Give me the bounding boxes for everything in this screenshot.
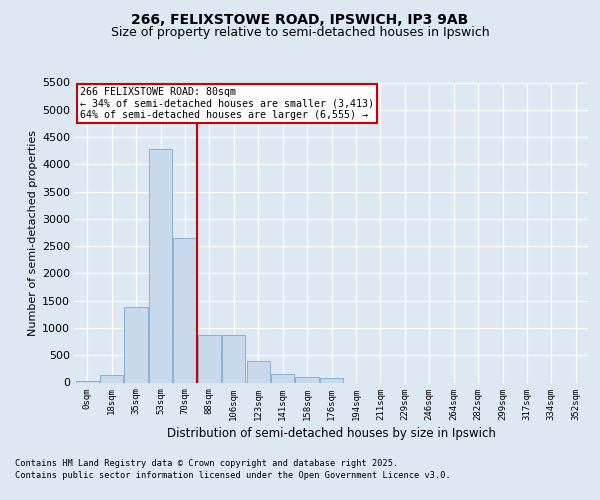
Text: 266, FELIXSTOWE ROAD, IPSWICH, IP3 9AB: 266, FELIXSTOWE ROAD, IPSWICH, IP3 9AB — [131, 13, 469, 27]
Text: Contains public sector information licensed under the Open Government Licence v3: Contains public sector information licen… — [15, 472, 451, 480]
Bar — [271, 374, 294, 382]
Bar — [124, 307, 148, 382]
Text: Contains HM Land Registry data © Crown copyright and database right 2025.: Contains HM Land Registry data © Crown c… — [15, 460, 398, 468]
Bar — [149, 149, 172, 382]
Text: 266 FELIXSTOWE ROAD: 80sqm
← 34% of semi-detached houses are smaller (3,413)
64%: 266 FELIXSTOWE ROAD: 80sqm ← 34% of semi… — [80, 87, 374, 120]
Bar — [173, 238, 197, 382]
Bar — [320, 378, 343, 382]
X-axis label: Distribution of semi-detached houses by size in Ipswich: Distribution of semi-detached houses by … — [167, 426, 496, 440]
Y-axis label: Number of semi-detached properties: Number of semi-detached properties — [28, 130, 38, 336]
Bar — [198, 335, 221, 382]
Bar — [247, 360, 270, 382]
Bar — [100, 376, 123, 382]
Bar — [295, 376, 319, 382]
Bar — [222, 335, 245, 382]
Text: Size of property relative to semi-detached houses in Ipswich: Size of property relative to semi-detach… — [110, 26, 490, 39]
